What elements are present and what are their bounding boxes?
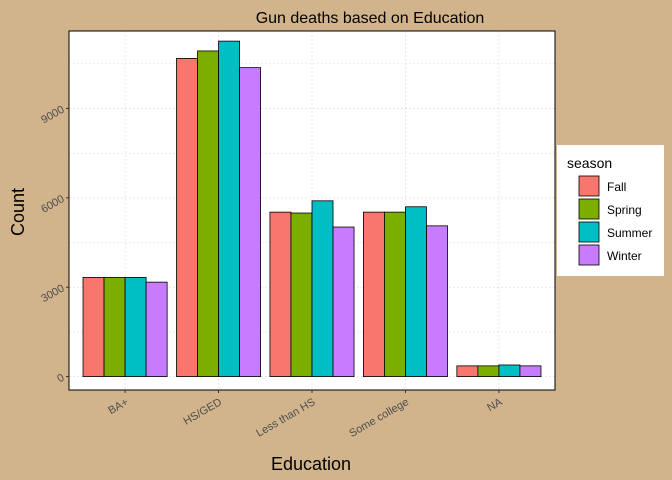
legend-label: Spring xyxy=(607,203,642,217)
bar xyxy=(124,276,147,377)
bar xyxy=(384,211,406,377)
legend: season Fall Spring Summer Winter xyxy=(557,145,664,276)
x-axis-label: Education xyxy=(271,454,351,474)
bar xyxy=(311,200,334,377)
legend-label: Winter xyxy=(607,249,642,263)
bar xyxy=(456,365,479,377)
bar xyxy=(239,67,261,377)
bar xyxy=(269,211,292,377)
bar xyxy=(477,365,500,377)
bar xyxy=(405,206,427,377)
legend-swatch xyxy=(578,175,600,197)
legend-box xyxy=(557,145,664,276)
bar xyxy=(363,211,385,377)
bar xyxy=(176,58,198,377)
bar xyxy=(290,212,313,377)
legend-swatch xyxy=(578,198,600,220)
bar xyxy=(197,50,219,377)
chart-title: Gun deaths based on Education xyxy=(256,10,485,27)
bar xyxy=(145,281,168,377)
bar xyxy=(426,225,448,377)
bars xyxy=(82,40,542,377)
legend-swatch xyxy=(578,221,600,243)
bar xyxy=(332,226,355,377)
bar xyxy=(218,40,240,377)
legend-label: Summer xyxy=(607,226,652,240)
bar xyxy=(519,365,542,377)
bar xyxy=(82,276,105,377)
legend-title: season xyxy=(567,155,612,171)
bar xyxy=(103,276,126,377)
legend-label: Fall xyxy=(607,180,626,194)
y-axis-label: Count xyxy=(8,188,28,236)
legend-swatch xyxy=(578,244,600,266)
y-tick-label: 0 xyxy=(55,372,66,385)
bar xyxy=(498,364,521,377)
